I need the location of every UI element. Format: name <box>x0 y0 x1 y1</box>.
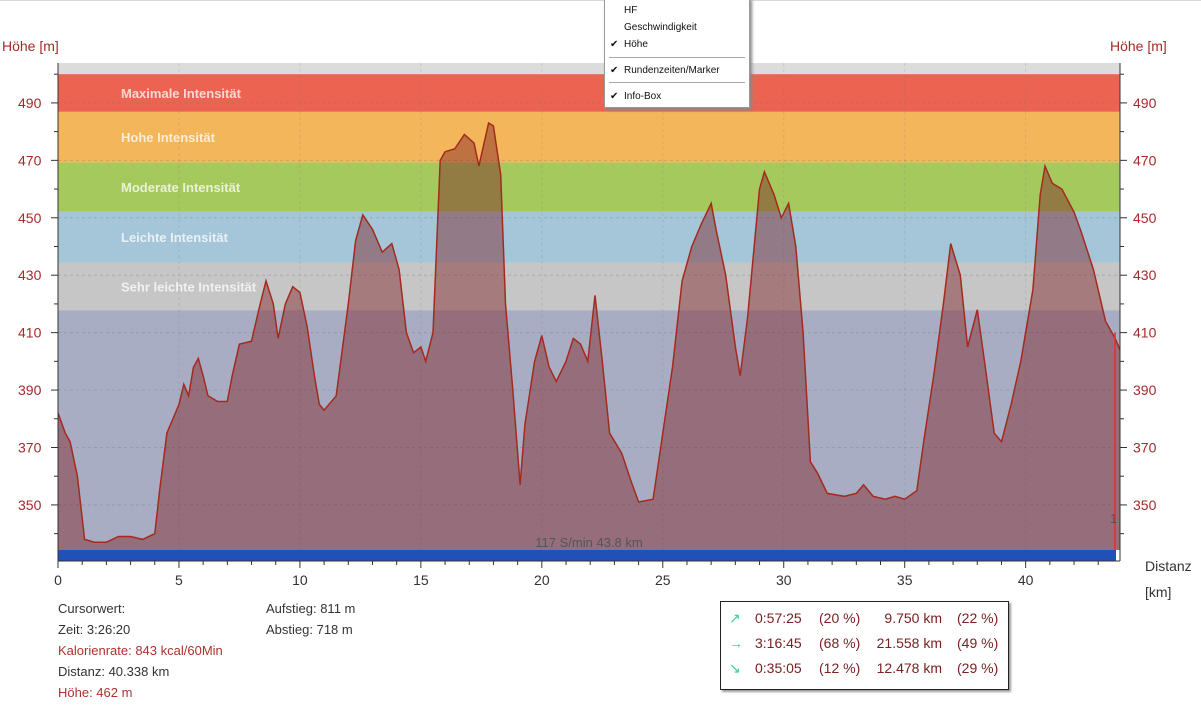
y-tick-label-left: 470 <box>18 152 42 168</box>
distance: 21.558 km <box>876 635 942 651</box>
pace-bar-label: 117 S/min 43.8 km <box>535 535 642 550</box>
x-tick-label: 30 <box>776 572 792 588</box>
cursor-title: Cursorwert: <box>58 601 126 616</box>
intensity-band-label: Leichte Intensität <box>121 230 229 245</box>
y-tick-label-left: 410 <box>18 325 42 341</box>
descent: Abstieg: 718 m <box>266 622 353 637</box>
arrow-right-icon: → <box>729 635 743 651</box>
arrow-down-right-icon: ↘ <box>729 660 741 676</box>
menu-item-label: Info-Box <box>624 91 662 102</box>
x-tick-label: 0 <box>54 572 62 588</box>
y-tick-label-left: 430 <box>18 267 42 283</box>
distance: 9.750 km <box>884 610 942 626</box>
menu-item-label: Höhe <box>624 39 648 50</box>
y-tick-label-right: 470 <box>1133 152 1157 168</box>
cursor-info: Cursorwert: Zeit: 3:26:20 Kalorienrate: … <box>58 598 223 703</box>
menu-item-rundenzeiten-marker[interactable]: ✔ Rundenzeiten/Marker <box>605 63 749 79</box>
cursor-calorie-rate: Kalorienrate: 843 kcal/60Min <box>58 643 223 658</box>
time: 0:35:05 <box>755 660 802 676</box>
x-axis-title: Distanz <box>1145 558 1192 574</box>
checkmark-icon: ✔ <box>610 65 619 76</box>
x-tick-label: 20 <box>534 572 550 588</box>
ascent: Aufstieg: 811 m <box>266 601 356 616</box>
y-tick-label-left: 370 <box>18 439 42 455</box>
distance-percent: (49 %) <box>957 635 999 651</box>
intensity-band <box>58 211 1120 263</box>
intensity-band <box>58 111 1120 163</box>
y-tick-label-right: 350 <box>1133 497 1157 513</box>
y-tick-label-right: 390 <box>1133 382 1157 398</box>
y-tick-label-left: 450 <box>18 210 42 226</box>
time-percent: (68 %) <box>819 635 861 651</box>
elevation-area <box>58 123 1120 550</box>
cursor-altitude: Höhe: 462 m <box>58 685 133 700</box>
y-tick-label-right: 450 <box>1133 210 1157 226</box>
y-tick-label-left: 490 <box>18 95 42 111</box>
info-box-row: ↘ 0:35:05 (12 %) 12.478 km (29 %) <box>721 660 1008 684</box>
ascent-info: Aufstieg: 811 m Abstieg: 718 m <box>266 598 355 640</box>
time: 0:57:25 <box>755 610 802 626</box>
x-axis-unit: [km] <box>1145 584 1172 600</box>
pace-bar <box>58 550 1116 561</box>
distance-percent: (29 %) <box>957 660 999 676</box>
left-axis-title: Höhe [m] <box>2 38 59 54</box>
lap-marker-label: 1 <box>1110 511 1117 526</box>
intensity-band-label: Maximale Intensität <box>121 86 242 101</box>
distance-percent: (22 %) <box>957 610 999 626</box>
elevation-line <box>57 121 1121 543</box>
time: 3:16:45 <box>755 635 802 651</box>
menu-separator <box>609 57 745 58</box>
context-menu: HF Geschwindigkeit ✔ Höhe ✔ Rundenzeiten/Mark… <box>604 0 750 108</box>
y-tick-label-left: 350 <box>18 497 42 513</box>
x-tick-label: 40 <box>1018 572 1034 588</box>
menu-item-label: HF <box>624 5 638 16</box>
x-tick-label: 5 <box>175 572 183 588</box>
top-border <box>0 0 1201 1</box>
cursor-distance: Distanz: 40.338 km <box>58 664 170 679</box>
menu-item-info-box[interactable]: ✔ Info-Box <box>605 89 749 105</box>
y-tick-label-right: 490 <box>1133 95 1157 111</box>
distance: 12.478 km <box>876 660 942 676</box>
x-tick-label: 10 <box>292 572 308 588</box>
menu-item-höhe[interactable]: ✔ Höhe <box>605 37 749 53</box>
menu-item-label: Rundenzeiten/Marker <box>624 65 720 76</box>
x-tick-label: 15 <box>413 572 429 588</box>
info-box-row: ↗ 0:57:25 (20 %) 9.750 km (22 %) <box>721 610 1008 634</box>
intensity-band-label: Hohe Intensität <box>121 130 216 145</box>
intensity-band-label: Sehr leichte Intensität <box>121 279 257 294</box>
x-tick-label: 35 <box>897 572 913 588</box>
time-percent: (20 %) <box>819 610 861 626</box>
intensity-band-label: Moderate Intensität <box>121 180 241 195</box>
info-box-row: → 3:16:45 (68 %) 21.558 km (49 %) <box>721 635 1008 659</box>
menu-item-hf[interactable]: HF <box>605 3 749 19</box>
arrow-up-right-icon: ↗ <box>729 610 741 626</box>
y-tick-label-left: 390 <box>18 382 42 398</box>
time-percent: (12 %) <box>819 660 861 676</box>
checkmark-icon: ✔ <box>610 91 619 102</box>
y-tick-label-right: 430 <box>1133 267 1157 283</box>
y-tick-label-right: 370 <box>1133 439 1157 455</box>
info-box: ↗ 0:57:25 (20 %) 9.750 km (22 %) → 3:16:4… <box>720 601 1009 690</box>
intensity-band <box>58 74 1120 112</box>
cursor-time: Zeit: 3:26:20 <box>58 622 131 637</box>
y-tick-label-right: 410 <box>1133 325 1157 341</box>
checkmark-icon: ✔ <box>610 39 619 50</box>
right-axis-title: Höhe [m] <box>1110 38 1167 54</box>
menu-item-label: Geschwindigkeit <box>624 22 697 33</box>
x-tick-label: 25 <box>655 572 671 588</box>
intensity-band <box>58 162 1120 212</box>
menu-item-geschwindigkeit[interactable]: Geschwindigkeit <box>605 20 749 36</box>
menu-separator <box>609 82 745 83</box>
